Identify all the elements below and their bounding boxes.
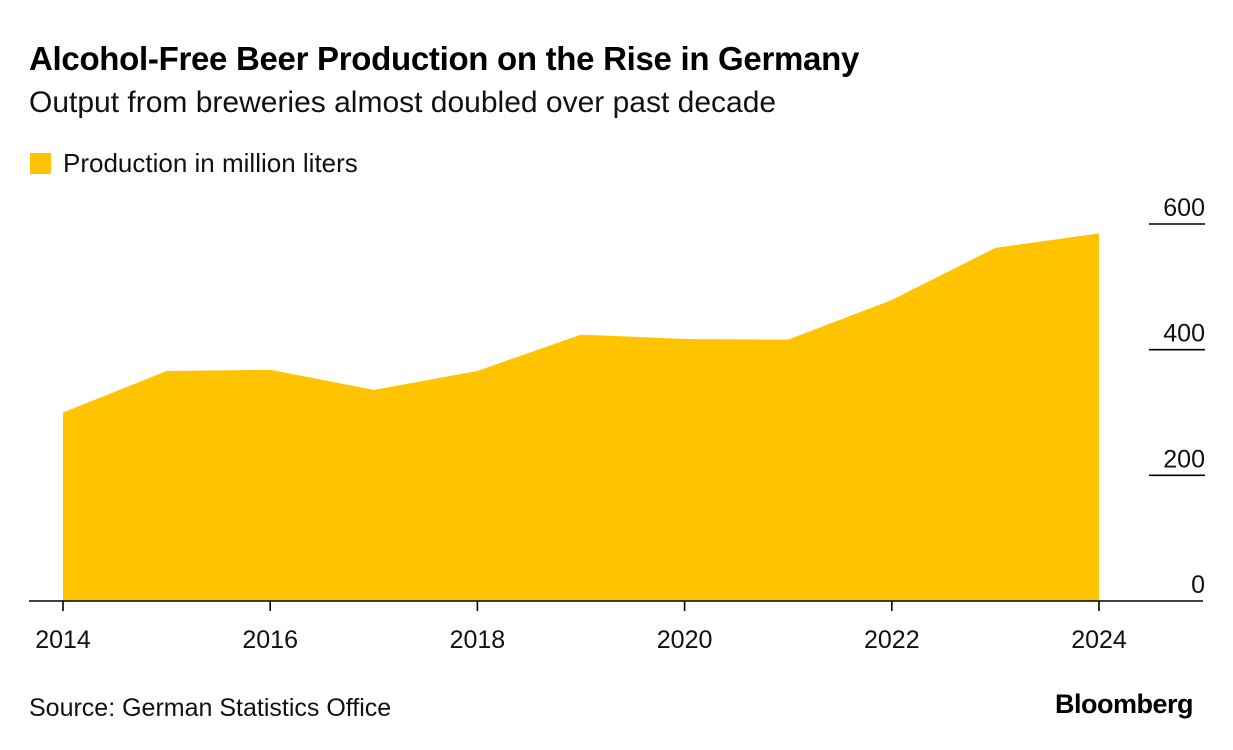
legend-swatch (30, 153, 51, 174)
area-series (63, 233, 1099, 602)
x-tick-label: 2016 (242, 626, 298, 654)
x-tick-label: 2014 (35, 626, 91, 654)
x-tick-label: 2018 (450, 626, 506, 654)
y-tick-label: 0 (1191, 571, 1205, 599)
x-tick-label: 2024 (1071, 626, 1127, 654)
source-note: Source: German Statistics Office (29, 694, 392, 722)
legend-label: Production in million liters (63, 148, 358, 178)
legend: Production in million liters (30, 148, 358, 179)
x-tick-label: 2020 (657, 626, 713, 654)
y-tick-label: 400 (1163, 320, 1205, 348)
bloomberg-logo: Bloomberg (1054, 689, 1194, 719)
y-tick-label: 200 (1163, 445, 1205, 473)
y-tick-label: 600 (1163, 194, 1205, 222)
chart-title: Alcohol-Free Beer Production on the Rise… (29, 40, 860, 77)
chart-subtitle: Output from breweries almost doubled ove… (29, 86, 777, 119)
x-tick-label: 2022 (864, 626, 920, 654)
